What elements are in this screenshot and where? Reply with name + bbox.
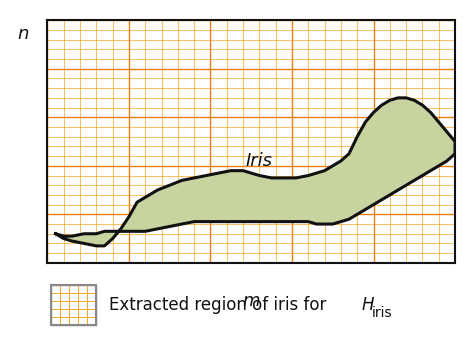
Polygon shape xyxy=(55,98,455,246)
Text: Iris: Iris xyxy=(246,152,273,170)
Text: Extracted region of iris for: Extracted region of iris for xyxy=(109,296,331,314)
Text: n: n xyxy=(17,25,28,43)
FancyBboxPatch shape xyxy=(52,285,96,325)
Text: H: H xyxy=(361,296,374,314)
Text: m: m xyxy=(243,292,260,310)
Text: iris: iris xyxy=(372,306,392,319)
